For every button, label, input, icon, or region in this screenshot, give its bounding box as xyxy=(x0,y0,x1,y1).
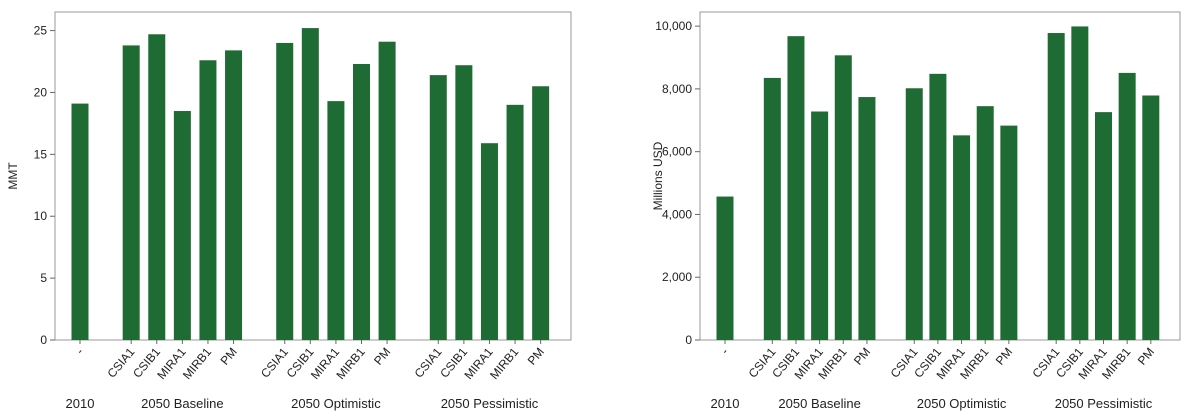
y-tick-label: 20 xyxy=(34,85,48,99)
x-tick-label: PM xyxy=(218,345,240,368)
bar xyxy=(976,106,994,340)
bar xyxy=(1071,26,1089,340)
x-tick-label: PM xyxy=(525,345,547,368)
bar xyxy=(1118,72,1136,340)
x-tick-label: MIRB1 xyxy=(180,345,215,382)
group-label: 2010 xyxy=(66,396,95,411)
bar xyxy=(378,41,396,341)
bar xyxy=(716,196,734,340)
bar xyxy=(276,42,294,341)
bar xyxy=(787,36,805,340)
bar xyxy=(929,73,947,340)
y-tick-label: 8,000 xyxy=(662,82,692,96)
bar xyxy=(455,65,473,340)
bar xyxy=(905,88,923,341)
y-tick-label: 6,000 xyxy=(662,145,692,159)
bar xyxy=(301,28,319,340)
y-tick-label: 25 xyxy=(34,24,48,38)
bar xyxy=(327,101,345,341)
y-axis-label: MMT xyxy=(6,162,20,190)
x-tick-label: MIRB1 xyxy=(487,345,522,382)
x-tick-label: PM xyxy=(1135,345,1157,368)
bar xyxy=(148,34,166,341)
y-tick-label: 2,000 xyxy=(662,270,692,284)
bar xyxy=(811,111,829,340)
x-tick-label: CSIA1 xyxy=(258,345,291,381)
group-label: 2050 Optimistic xyxy=(291,396,381,411)
bar xyxy=(199,60,217,340)
y-tick-label: 0 xyxy=(40,333,47,347)
x-tick-label: MIRB1 xyxy=(333,345,368,382)
bar xyxy=(1000,125,1018,341)
y-tick-label: 10 xyxy=(34,209,48,223)
bar xyxy=(173,111,191,341)
bar xyxy=(532,86,550,340)
x-tick-label: PM xyxy=(371,345,393,368)
bar xyxy=(506,104,524,340)
bar xyxy=(834,55,852,341)
y-tick-label: 4,000 xyxy=(662,207,692,221)
group-label: 2050 Baseline xyxy=(141,396,223,411)
x-tick-label: PM xyxy=(851,345,873,368)
bar xyxy=(122,45,140,340)
bar xyxy=(225,50,243,340)
x-tick-label: PM xyxy=(993,345,1015,368)
group-label: 2010 xyxy=(711,396,740,411)
y-tick-label: 0 xyxy=(685,333,692,347)
bar xyxy=(953,135,971,340)
bar xyxy=(429,75,447,341)
x-tick-label: CSIA1 xyxy=(412,345,445,381)
x-tick-label: CSIA1 xyxy=(104,345,137,381)
y-axis-label: Millions USD xyxy=(651,141,665,210)
bar xyxy=(353,63,371,341)
x-tick-label: - xyxy=(718,345,731,357)
y-tick-label: 15 xyxy=(34,147,48,161)
group-label: 2050 Pessimistic xyxy=(441,396,539,411)
bar xyxy=(480,143,498,340)
bar xyxy=(71,103,89,340)
y-tick-label: 5 xyxy=(40,271,47,285)
bar xyxy=(858,97,876,340)
y-tick-label: 10,000 xyxy=(655,19,692,33)
bar xyxy=(1094,112,1112,340)
group-label: 2050 Optimistic xyxy=(917,396,1007,411)
group-label: 2050 Pessimistic xyxy=(1055,396,1153,411)
bar xyxy=(763,77,781,340)
bar xyxy=(1142,95,1160,340)
group-label: 2050 Baseline xyxy=(778,396,860,411)
x-tick-label: - xyxy=(73,345,86,357)
bar xyxy=(1047,33,1065,341)
